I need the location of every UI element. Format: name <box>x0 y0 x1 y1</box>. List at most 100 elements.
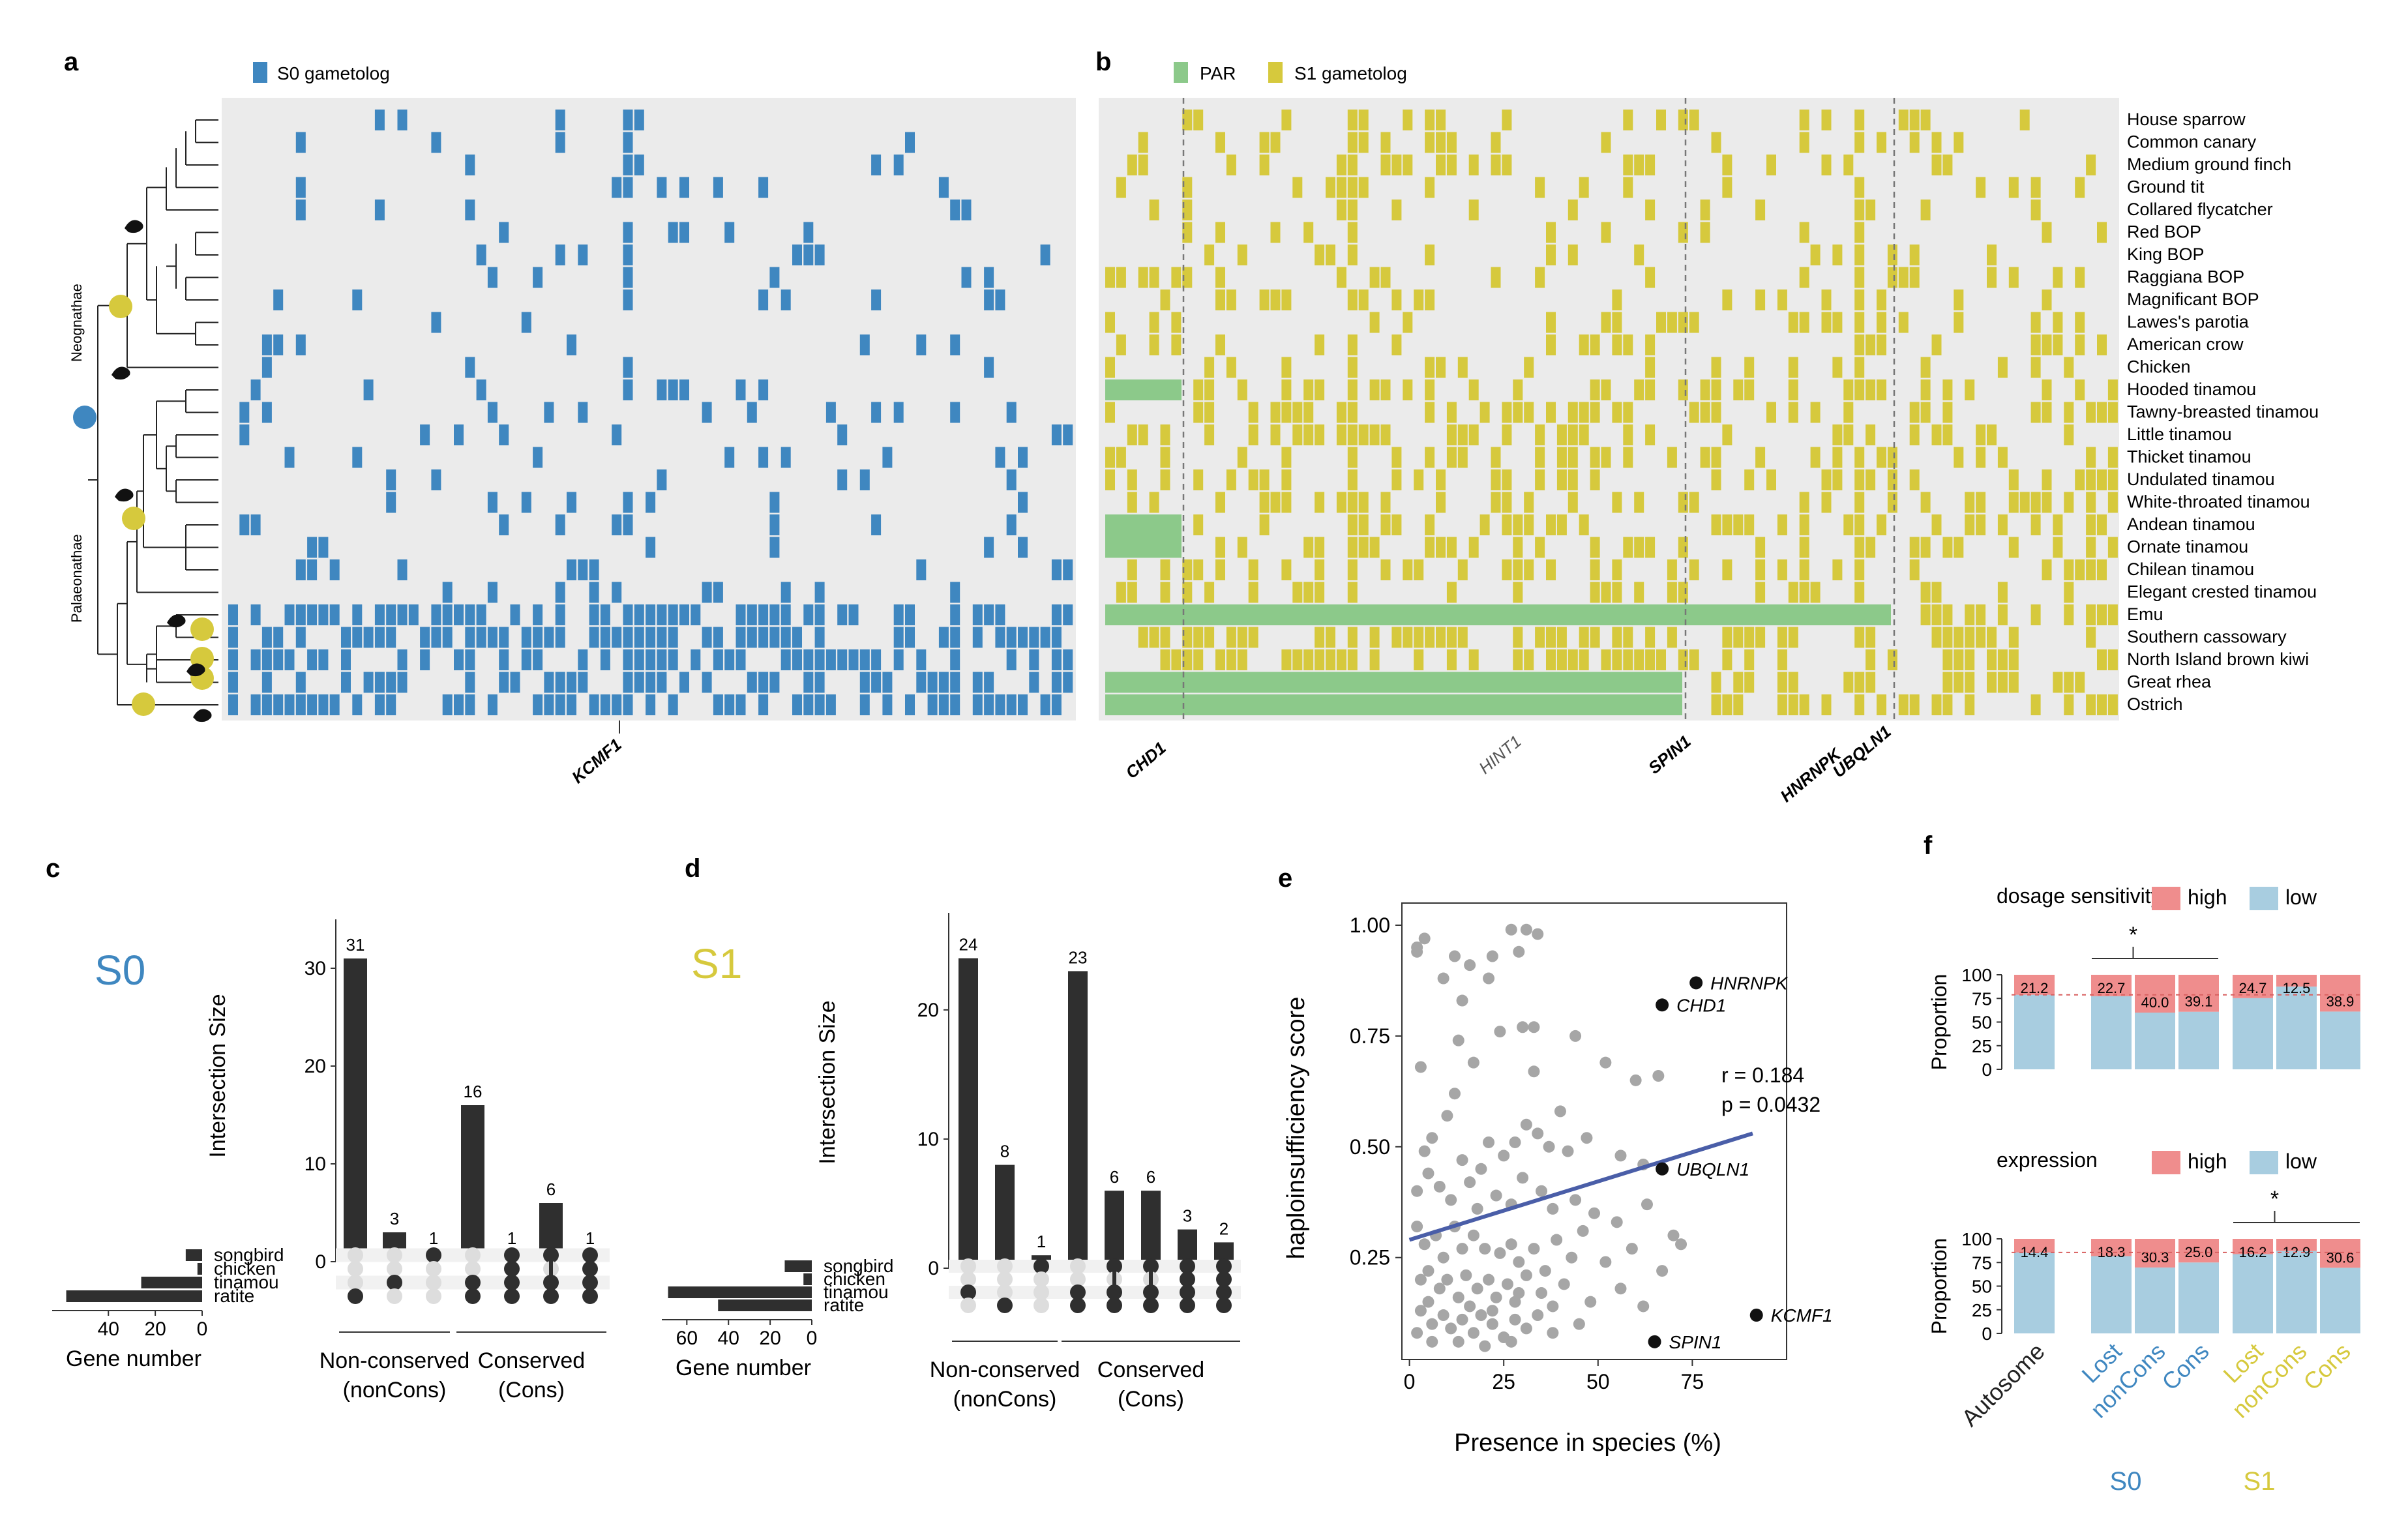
s1-cell <box>1380 267 1391 288</box>
phylogeny-tree <box>73 119 218 722</box>
s1-cell <box>1788 402 1798 423</box>
s1-cell <box>1391 627 1402 648</box>
s1-cell <box>1524 357 1534 378</box>
s1-cell <box>1105 402 1115 423</box>
s1-cell <box>2107 604 2118 625</box>
s1-cell <box>1634 582 1644 603</box>
membership-dot-off <box>465 1247 481 1263</box>
s0-cell <box>713 694 723 715</box>
s0-cell <box>544 672 554 693</box>
membership-dot-off <box>1070 1271 1086 1287</box>
s0-cell <box>307 559 318 580</box>
s1-cell <box>1623 155 1633 175</box>
s1-cell <box>1347 334 1358 355</box>
s0-cell <box>646 627 656 648</box>
s1-cell <box>2030 357 2041 378</box>
par-block <box>1105 604 1891 625</box>
s0-cell <box>329 694 340 715</box>
s1-cell <box>1976 424 1986 445</box>
bar-value-label: 22.7 <box>2098 980 2126 996</box>
s0-cell <box>837 604 848 625</box>
s1-cell <box>1215 559 1225 580</box>
s0-cell <box>803 604 814 625</box>
s1-cell <box>1909 424 1920 445</box>
s1-cell <box>2053 514 2063 535</box>
s1-cell <box>1689 312 1699 333</box>
data-point <box>1505 1238 1517 1251</box>
legend-swatch-high <box>2152 887 2180 910</box>
s0-cell <box>916 649 927 670</box>
y-axis-label: Proportion <box>1927 1238 1951 1335</box>
species-label: Medium ground finch <box>2127 155 2291 174</box>
s0-cell <box>442 604 453 625</box>
data-point <box>1464 1300 1476 1313</box>
s0-cell <box>646 672 656 693</box>
s1-cell <box>1468 537 1479 558</box>
group-label-nonconserved: Non-conserved <box>320 1348 470 1373</box>
s1-cell <box>1799 132 1809 153</box>
s1-cell <box>1601 582 1611 603</box>
regression-line <box>1408 1131 1753 1242</box>
s1-cell <box>1832 424 1843 445</box>
s1-cell <box>1105 357 1115 378</box>
high-proportion-bar <box>2320 1239 2360 1268</box>
data-point <box>1426 1335 1438 1348</box>
set-x-tick-label: 0 <box>197 1318 208 1340</box>
s0-cell <box>623 492 633 513</box>
s0-cell <box>657 604 667 625</box>
s1-cell <box>2019 110 2030 130</box>
s1-cell <box>1204 357 1215 378</box>
high-proportion-bar <box>2276 1239 2317 1251</box>
s0-cell <box>657 672 667 693</box>
s1-cell <box>1513 402 1523 423</box>
data-point <box>1562 1145 1574 1157</box>
s0-cell <box>724 447 735 468</box>
bar-value-label: 31 <box>346 935 365 955</box>
s0-cell <box>780 604 791 625</box>
s1-cell <box>1645 649 1656 670</box>
s0-cell <box>1051 559 1062 580</box>
s1-cell <box>1623 402 1633 423</box>
s1-cell <box>1987 649 1997 670</box>
s1-cell <box>1634 155 1644 175</box>
s0-cell <box>713 582 723 603</box>
s0-cell <box>555 132 565 153</box>
s1-cell <box>1138 267 1148 288</box>
s0-cell <box>668 222 678 243</box>
s1-cell <box>1479 514 1490 535</box>
s1-legend-swatch <box>1268 62 1283 83</box>
s0-cell <box>386 627 396 648</box>
s0-cell <box>386 604 396 625</box>
highlighted-point <box>1656 998 1669 1012</box>
s1-cell <box>1788 672 1798 693</box>
s0-cell <box>950 582 960 603</box>
data-point <box>1471 1283 1483 1295</box>
s1-cell <box>1920 582 1931 603</box>
legend-label-low: low <box>2285 1150 2317 1173</box>
s1-cell <box>1711 672 1721 693</box>
s1-cell <box>1810 582 1821 603</box>
s0-cell <box>499 514 509 535</box>
membership-dot-off <box>1070 1258 1086 1274</box>
s0-cell <box>938 177 949 198</box>
s1-cell <box>1810 402 1821 423</box>
s0-cell <box>950 402 960 423</box>
s1-cell <box>1645 267 1656 288</box>
s0-cell <box>374 694 385 715</box>
s0-cell <box>950 604 960 625</box>
s1-cell <box>2075 177 2085 198</box>
s1-cell <box>1281 402 1292 423</box>
s0-cell <box>679 177 689 198</box>
highlighted-point <box>1749 1309 1763 1322</box>
s0-cell <box>228 694 238 715</box>
s1-cell <box>1292 424 1303 445</box>
set-x-tick-label: 60 <box>676 1328 698 1349</box>
bar-value-label: 8 <box>1000 1142 1009 1161</box>
s1-cell <box>1997 582 2008 603</box>
panel-f: dosage sensitivity high low 0 25 50 75 100 Propo… <box>1927 884 2364 1496</box>
s1-cell <box>1788 694 1798 715</box>
s1-cell <box>1678 649 1688 670</box>
low-proportion-bar <box>2320 1011 2360 1069</box>
s1-cell <box>1601 379 1611 400</box>
s0-cell <box>476 604 486 625</box>
